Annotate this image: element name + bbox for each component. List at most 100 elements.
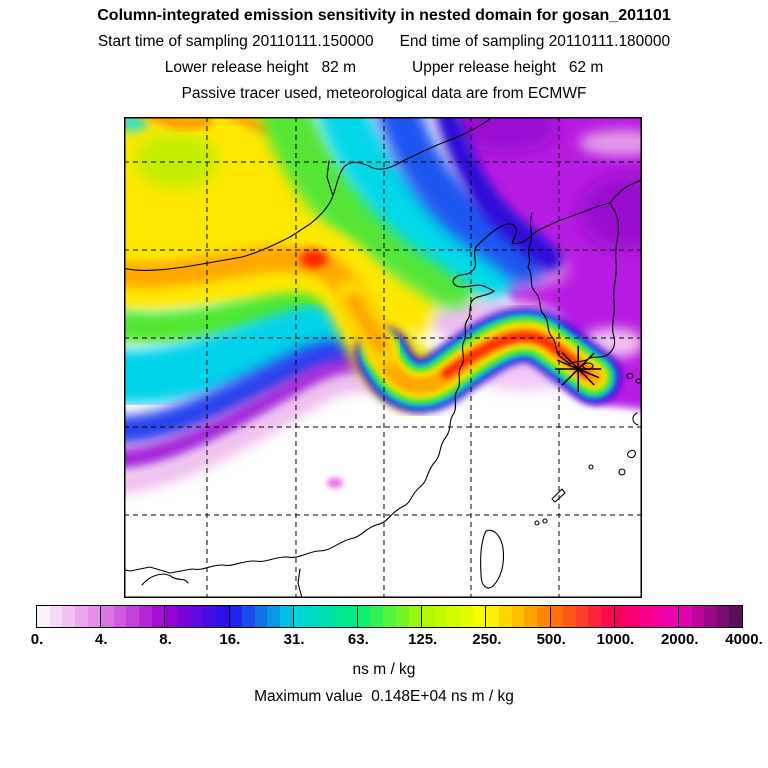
colorbar-segment xyxy=(613,606,678,627)
plume-field xyxy=(124,117,642,598)
colorbar-cell xyxy=(254,606,268,627)
colorbar-cell xyxy=(178,606,191,627)
plume-layer xyxy=(145,117,213,130)
colorbar-cell xyxy=(408,606,422,627)
colorbar-cell xyxy=(614,606,628,627)
colorbar-cell xyxy=(588,606,602,627)
plume-layer xyxy=(226,117,272,135)
colorbar-cell xyxy=(49,606,63,627)
plume-layer xyxy=(435,117,562,271)
plume-layer xyxy=(579,130,642,156)
colorbar-cell xyxy=(370,606,384,627)
colorbar-cell xyxy=(151,606,165,627)
colorbar-cell xyxy=(293,606,307,627)
plume-layer xyxy=(300,250,328,268)
colorbar-cell xyxy=(37,606,50,627)
colorbar-cell xyxy=(165,606,179,627)
colorbar-cell xyxy=(215,606,229,627)
plume-layer xyxy=(409,404,642,598)
colorbar-segment xyxy=(421,606,486,627)
colorbar-tick-label: 4000. xyxy=(725,631,763,648)
plume-layer xyxy=(327,478,343,488)
colorbar-tick-label: 250. xyxy=(472,631,502,648)
maximum-value: Maximum value 0.148E+04 ns m / kg xyxy=(254,688,514,705)
colorbar-tick-label: 125. xyxy=(408,631,438,648)
plume-layer xyxy=(579,174,642,250)
colorbar-cell xyxy=(87,606,101,627)
sampling-times-row: Start time of sampling 20110111.150000 E… xyxy=(0,33,768,51)
colorbar-tick-label: 16. xyxy=(219,631,241,648)
colorbar-cell xyxy=(563,606,576,627)
release-heights-row: Lower release height 82 m Upper release … xyxy=(0,59,768,77)
colorbar-tick-label: 63. xyxy=(347,631,369,648)
colorbar-cell xyxy=(344,606,357,627)
end-time-label: End time of sampling 20110111.180000 xyxy=(399,33,671,50)
colorbar-cell xyxy=(101,606,114,627)
plume-layer xyxy=(346,293,388,353)
colorbar-segment xyxy=(549,606,614,627)
coastlines xyxy=(124,117,642,598)
start-time-label: Start time of sampling 20110111.150000 xyxy=(97,33,374,50)
colorbar-cell xyxy=(460,606,473,627)
plume-layer xyxy=(134,133,218,189)
colorbar-cell xyxy=(242,606,255,627)
colorbar-cell xyxy=(74,606,88,627)
colorbar-cell xyxy=(319,606,332,627)
colorbar-cell xyxy=(665,606,678,627)
colorbar-segment xyxy=(292,606,357,627)
colorbar-segment xyxy=(37,606,101,627)
colorbar-cell xyxy=(678,606,692,627)
colorbar-cell xyxy=(126,606,140,627)
colorbar-cell xyxy=(383,606,396,627)
colorbar-units: ns m / kg xyxy=(352,661,416,678)
colorbar-cell xyxy=(267,606,281,627)
colorbar-cell xyxy=(472,606,486,627)
colorbar-cell xyxy=(395,606,409,627)
colorbar-cell xyxy=(331,606,345,627)
plot-title: Column-integrated emission sensitivity i… xyxy=(97,7,671,24)
colorbar-cell xyxy=(229,606,243,627)
lower-release-height-label: Lower release height 82 m xyxy=(164,59,356,76)
colorbar-cell xyxy=(203,606,216,627)
colorbar-segment xyxy=(485,606,550,627)
colorbar-tick-label: 0. xyxy=(30,631,44,648)
colorbar-tick-labels: 0. 4. 8. 16. 31. 63. 125. 250. 500. 1000. 2000. 400… xyxy=(31,631,763,649)
colorbar-cell xyxy=(704,606,717,627)
colorbar xyxy=(36,605,743,628)
tracer-note: Passive tracer used, meteorological data… xyxy=(181,85,587,102)
colorbar-cell xyxy=(550,606,564,627)
colorbar-cell xyxy=(498,606,512,627)
colorbar-cell xyxy=(601,606,614,627)
colorbar-cell xyxy=(113,606,127,627)
colorbar-segment xyxy=(164,606,229,627)
colorbar-cell xyxy=(627,606,640,627)
colorbar-cell xyxy=(486,606,499,627)
sensitivity-map xyxy=(124,117,642,598)
colorbar-cell xyxy=(716,606,730,627)
colorbar-cell xyxy=(306,606,320,627)
colorbar-cell xyxy=(691,606,705,627)
grid-lines xyxy=(124,117,642,598)
colorbar-cell xyxy=(139,606,152,627)
colorbar-tick-label: 500. xyxy=(536,631,566,648)
colorbar-segment xyxy=(100,606,165,627)
map-svg xyxy=(124,117,642,598)
upper-release-height-label: Upper release height 62 m xyxy=(412,59,604,76)
colorbar-cell xyxy=(536,606,550,627)
colorbar-cell xyxy=(639,606,653,627)
colorbar-cell xyxy=(524,606,537,627)
colorbar-cell xyxy=(190,606,204,627)
colorbar-tick-label: 8. xyxy=(159,631,172,648)
colorbar-cell xyxy=(62,606,75,627)
colorbar-cell xyxy=(357,606,371,627)
colorbar-cell xyxy=(652,606,666,627)
colorbar-cell xyxy=(434,606,448,627)
plume-layer xyxy=(318,117,517,298)
colorbar-cell xyxy=(447,606,461,627)
colorbar-segment xyxy=(677,606,743,627)
colorbar-tick-label: 31. xyxy=(283,631,305,648)
colorbar-cell xyxy=(729,606,743,627)
colorbar-cell xyxy=(280,606,293,627)
colorbar-cell xyxy=(575,606,589,627)
